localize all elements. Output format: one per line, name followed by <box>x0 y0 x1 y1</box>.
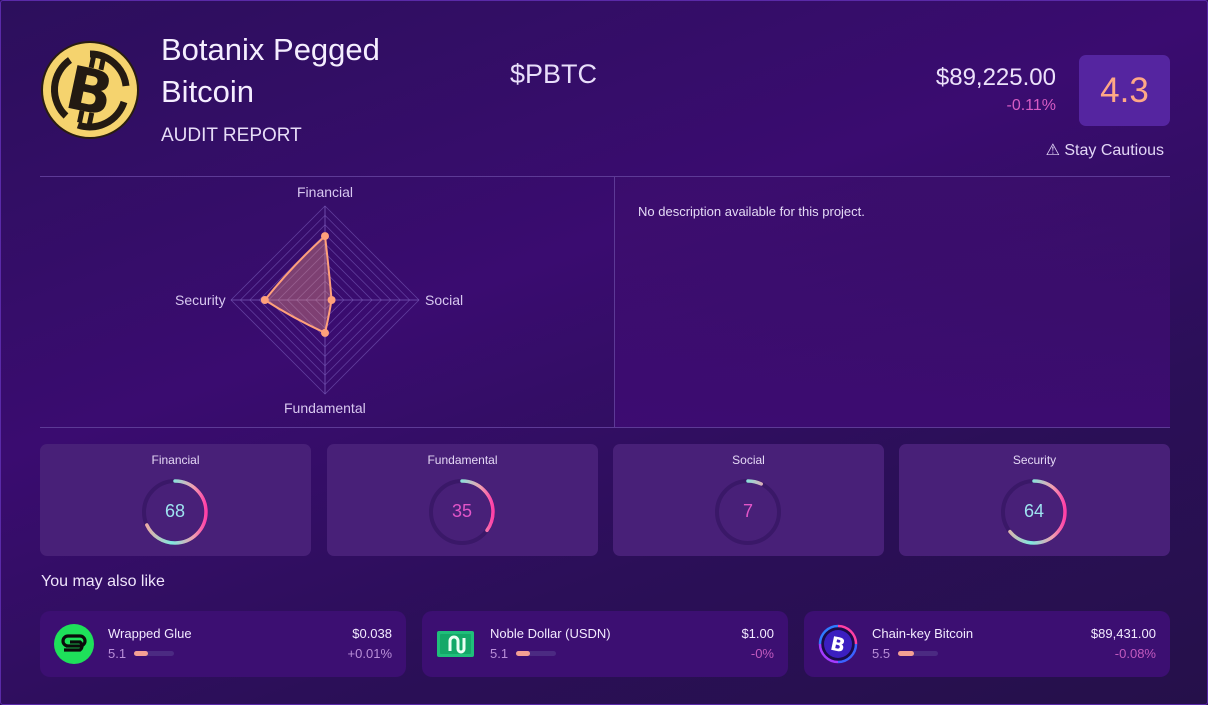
divider <box>40 427 1170 428</box>
price-change: -0.11% <box>1006 97 1056 114</box>
recommendation-change: +0.01% <box>347 646 392 661</box>
recommendation-score: 5.1 <box>108 646 127 661</box>
radar-label-financial: Financial <box>297 184 354 200</box>
project-description: No description available for this projec… <box>638 204 865 219</box>
recommendations-title: You may also like <box>41 573 165 590</box>
divider-vertical <box>614 177 615 427</box>
recommendation-name: Noble Dollar (USDN) <box>490 626 611 641</box>
divider <box>40 176 1170 177</box>
svg-text:B: B <box>828 633 847 658</box>
recommendation-name: Chain-key Bitcoin <box>872 626 974 641</box>
gauge-card-social: Social 7 <box>613 444 884 556</box>
recommendation-name: Wrapped Glue <box>108 626 192 641</box>
recommendation-score: 5.5 <box>872 646 891 661</box>
bitcoin-icon: B <box>40 40 140 140</box>
gauge-card-security: Security 64 <box>899 444 1170 556</box>
recommendation-card[interactable]: B Chain-key Bitcoin 5.5 $89,431.00 -0.08… <box>804 611 1170 677</box>
gauge-label: Financial <box>151 453 200 467</box>
recommendation-change: -0% <box>750 646 774 661</box>
description-panel <box>615 177 1170 427</box>
chain-key-bitcoin-icon: B <box>818 624 858 664</box>
overall-score: 4.3 <box>1100 70 1149 110</box>
radar-chart: Financial Social Fundamental Security <box>161 177 491 427</box>
gauge-label: Security <box>1012 453 1057 467</box>
project-name: Botanix Pegged Bitcoin <box>161 32 380 109</box>
recommendation-score: 5.1 <box>490 646 509 661</box>
recommendation-card[interactable]: Wrapped Glue 5.1 $0.038 +0.01% <box>40 611 406 677</box>
gauge-value: 64 <box>1023 501 1045 521</box>
recommendation-card[interactable]: Noble Dollar (USDN) 5.1 $1.00 -0% <box>422 611 788 677</box>
gauge-ring <box>142 479 208 545</box>
radar-plot <box>230 205 420 395</box>
recommendation-price: $1.00 <box>741 626 774 641</box>
overall-score-badge: 4.3 <box>1079 55 1170 126</box>
score-bar <box>134 651 174 656</box>
score-bar <box>898 651 938 656</box>
radar-label-fundamental: Fundamental <box>284 400 366 416</box>
current-price: $89,225.00 <box>935 64 1056 91</box>
radar-label-social: Social <box>425 292 464 308</box>
caution-label: ⚠ Stay Cautious <box>1045 142 1164 159</box>
gauge-label: Fundamental <box>427 453 498 467</box>
radar-label-security: Security <box>175 292 226 308</box>
recommendation-change: -0.08% <box>1114 646 1156 661</box>
gauge-card-financial: Financial 68 <box>40 444 311 556</box>
gauge-ring <box>1001 479 1067 545</box>
gauge-value: 68 <box>164 501 186 521</box>
gauge-ring <box>429 479 495 545</box>
recommendation-price: $0.038 <box>352 626 392 641</box>
gauge-ring <box>715 479 781 545</box>
gauge-card-fundamental: Fundamental 35 <box>327 444 598 556</box>
ticker-symbol: $PBTC <box>510 59 598 89</box>
gauge-label: Social <box>732 453 765 467</box>
gauge-value: 7 <box>742 501 753 521</box>
recommendation-price: $89,431.00 <box>1090 626 1156 641</box>
glue-icon <box>54 624 94 664</box>
gauge-value: 35 <box>451 501 473 521</box>
noble-dollar-icon <box>436 624 476 664</box>
report-subtitle: AUDIT REPORT <box>161 125 302 146</box>
score-bar <box>516 651 556 656</box>
